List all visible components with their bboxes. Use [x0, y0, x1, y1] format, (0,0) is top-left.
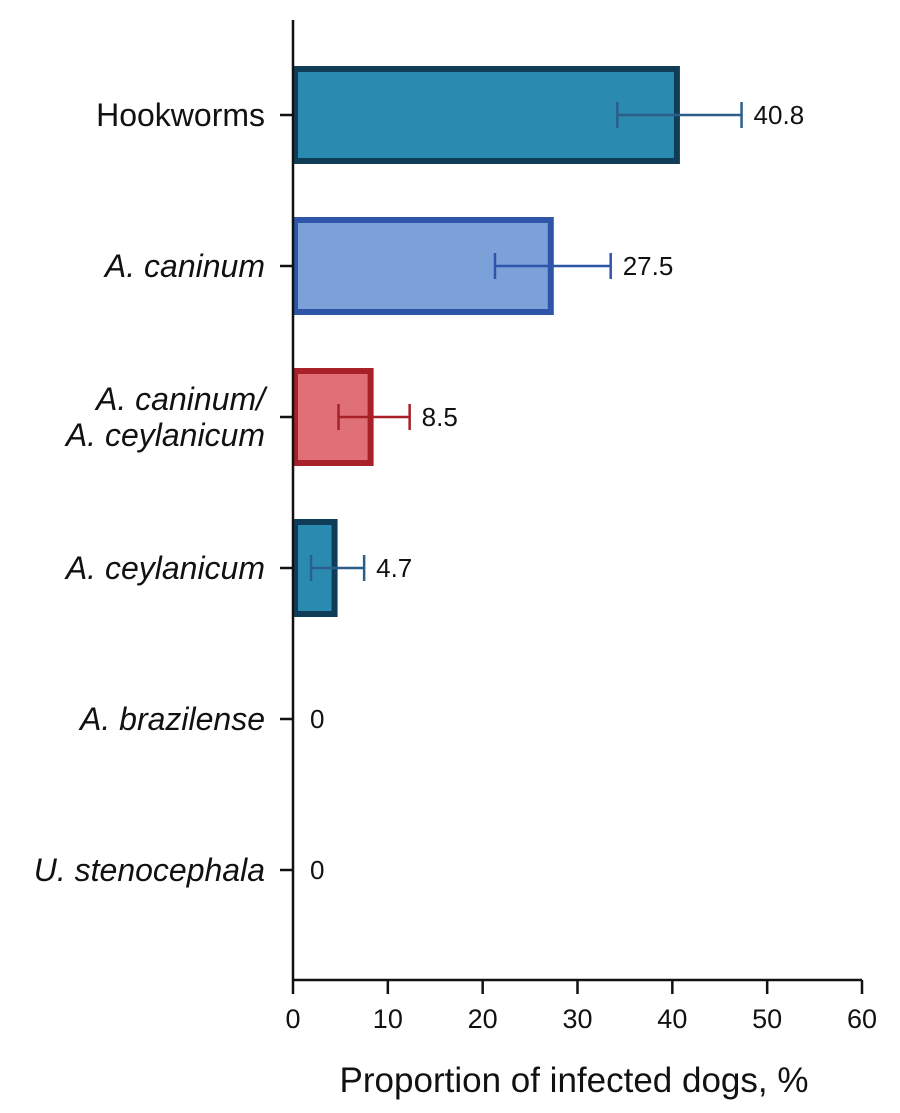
axes-layer [280, 20, 864, 994]
value-label: 40.8 [754, 100, 805, 130]
value-label: 8.5 [422, 402, 458, 432]
category-label: A. ceylanicum [64, 550, 265, 586]
x-tick-label: 20 [468, 1004, 498, 1034]
x-tick-label: 10 [373, 1004, 403, 1034]
category-label: Hookworms [96, 97, 265, 133]
error-bar [493, 253, 612, 279]
category-label: A. caninum [103, 248, 265, 284]
error-bars-layer [309, 102, 743, 581]
value-label: 0 [310, 704, 324, 734]
x-tick-label: 40 [657, 1004, 687, 1034]
x-tick-label: 0 [285, 1004, 300, 1034]
category-label: A. brazilense [78, 701, 265, 737]
x-tick-label: 60 [847, 1004, 877, 1034]
value-label: 4.7 [376, 553, 412, 583]
category-label: A. caninum/A. ceylanicum [64, 381, 268, 453]
x-tick-label: 50 [752, 1004, 782, 1034]
category-label-line: A. ceylanicum [64, 417, 265, 453]
category-label-line: A. caninum/ [94, 381, 268, 417]
error-bar [309, 555, 366, 581]
error-bar [337, 404, 411, 430]
x-axis-title: Proportion of infected dogs, % [340, 1061, 809, 1100]
labels-layer: 40.8 Hookworms 27.5 A. caninum 8.5 A. caninum… [34, 97, 877, 1034]
bar [292, 66, 680, 164]
bars-layer [292, 66, 680, 617]
value-label: 27.5 [623, 251, 674, 281]
x-tick-label: 30 [562, 1004, 592, 1034]
category-label: U. stenocephala [34, 852, 265, 888]
value-label: 0 [310, 855, 324, 885]
error-bar [616, 102, 743, 128]
